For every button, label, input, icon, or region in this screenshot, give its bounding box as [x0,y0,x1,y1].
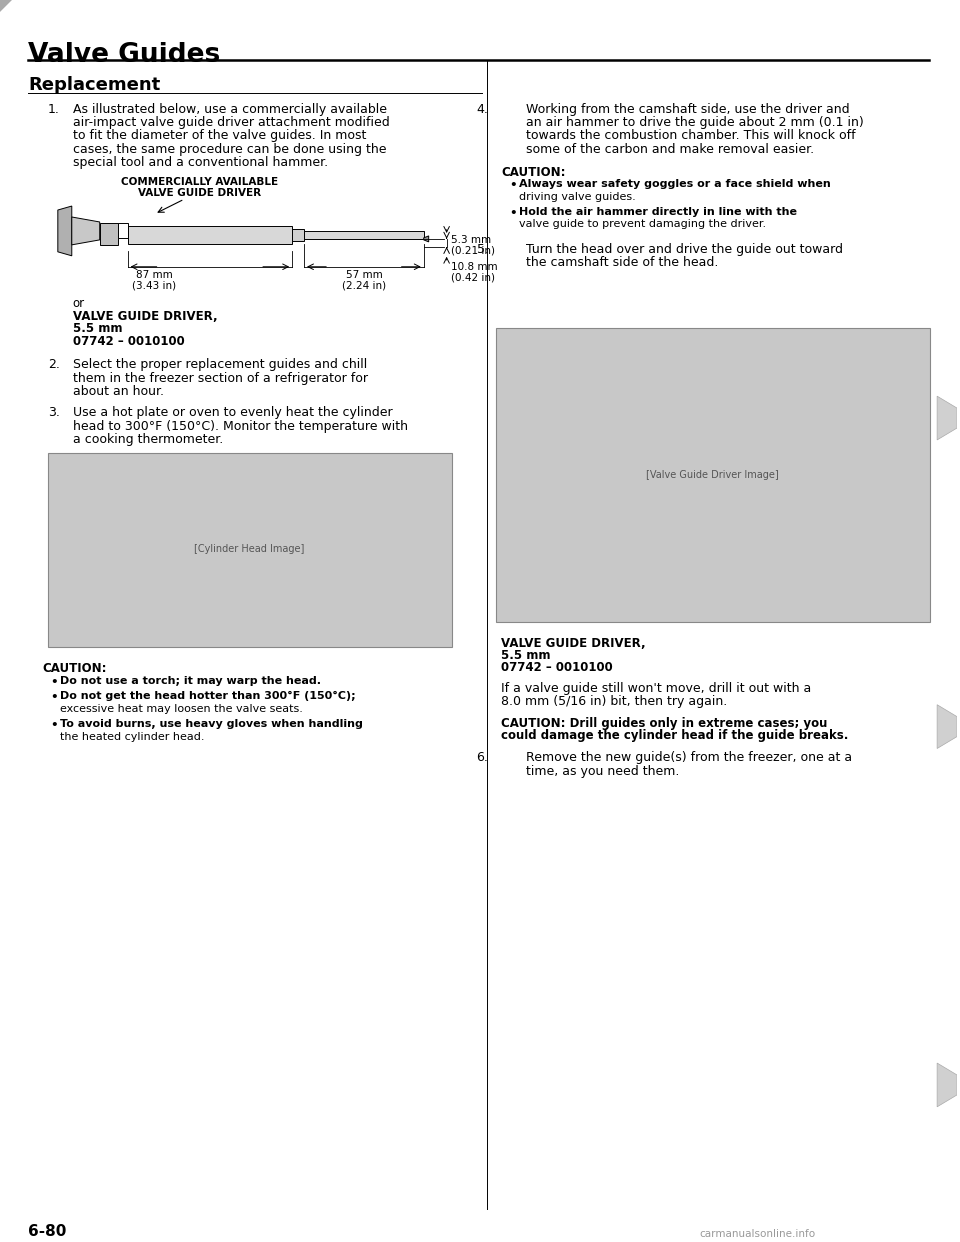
Text: Turn the head over and drive the guide out toward: Turn the head over and drive the guide o… [526,243,844,256]
Text: COMMERCIALLY AVAILABLE: COMMERCIALLY AVAILABLE [121,178,278,188]
Text: special tool and a conventional hammer.: special tool and a conventional hammer. [73,156,328,169]
Text: time, as you need them.: time, as you need them. [526,765,680,777]
Polygon shape [58,206,72,256]
Text: As illustrated below, use a commercially available: As illustrated below, use a commercially… [73,103,387,116]
Text: 6-80: 6-80 [28,1225,66,1240]
Text: the heated cylinder head.: the heated cylinder head. [60,732,204,741]
Text: 3.: 3. [48,406,60,419]
Bar [118,224,128,238]
Text: could damage the cylinder head if the guide breaks.: could damage the cylinder head if the gu… [501,729,849,743]
Text: driving valve guides.: driving valve guides. [519,191,636,201]
Text: air-impact valve guide driver attachment modified: air-impact valve guide driver attachment… [73,116,390,129]
Text: 87 mm: 87 mm [136,270,173,279]
Text: Do not use a torch; it may warp the head.: Do not use a torch; it may warp the head… [60,676,321,686]
Text: Remove the new guide(s) from the freezer, one at a: Remove the new guide(s) from the freezer… [526,751,852,765]
Text: (3.43 in): (3.43 in) [132,281,177,291]
Text: 5.3 mm: 5.3 mm [450,235,491,245]
Text: •: • [50,676,58,689]
Text: CAUTION:: CAUTION: [43,662,108,674]
Text: 07742 – 0010100: 07742 – 0010100 [501,661,613,674]
Text: •: • [510,179,517,193]
Text: 5.5 mm: 5.5 mm [73,323,122,335]
Text: Do not get the head hotter than 300°F (150°C);: Do not get the head hotter than 300°F (1… [60,692,355,702]
Text: 6.: 6. [476,751,489,765]
Text: some of the carbon and make removal easier.: some of the carbon and make removal easi… [526,143,814,155]
Text: 4.: 4. [476,103,489,116]
Text: the camshaft side of the head.: the camshaft side of the head. [526,256,719,270]
Text: 07742 – 0010100: 07742 – 0010100 [73,335,184,349]
Text: VALVE GUIDE DRIVER,: VALVE GUIDE DRIVER, [73,309,217,323]
Text: an air hammer to drive the guide about 2 mm (0.1 in): an air hammer to drive the guide about 2… [526,116,864,129]
Text: 5.: 5. [476,243,489,256]
Text: Working from the camshaft side, use the driver and: Working from the camshaft side, use the … [526,103,850,116]
FancyBboxPatch shape [48,453,451,647]
Text: Select the proper replacement guides and chill: Select the proper replacement guides and… [73,359,367,371]
Text: 10.8 mm: 10.8 mm [450,262,497,272]
Text: To avoid burns, use heavy gloves when handling: To avoid burns, use heavy gloves when ha… [60,719,363,729]
Text: carmanualsonline.info: carmanualsonline.info [700,1230,816,1240]
Bar [292,229,304,241]
Text: •: • [50,719,58,732]
Text: (0.21 in): (0.21 in) [450,246,494,256]
Polygon shape [72,217,100,245]
Text: Valve Guides: Valve Guides [28,42,220,68]
Text: towards the combustion chamber. This will knock off: towards the combustion chamber. This wil… [526,129,856,143]
Text: CAUTION: Drill guides only in extreme cases; you: CAUTION: Drill guides only in extreme ca… [501,717,828,729]
Text: (2.24 in): (2.24 in) [342,281,386,291]
Text: Replacement: Replacement [28,76,160,93]
Polygon shape [937,1063,957,1107]
Text: [Valve Guide Driver Image]: [Valve Guide Driver Image] [646,469,780,479]
Text: 2.: 2. [48,359,60,371]
Text: Always wear safety goggles or a face shield when: Always wear safety goggles or a face shi… [519,179,831,189]
Text: VALVE GUIDE DRIVER,: VALVE GUIDE DRIVER, [501,637,646,650]
Polygon shape [0,0,12,12]
Text: cases, the same procedure can be done using the: cases, the same procedure can be done us… [73,143,386,155]
Bar [304,231,423,238]
Text: •: • [510,207,517,220]
Polygon shape [423,236,429,242]
Text: them in the freezer section of a refrigerator for: them in the freezer section of a refrige… [73,371,368,385]
Text: 1.: 1. [48,103,60,116]
Polygon shape [937,704,957,749]
Text: excessive heat may loosen the valve seats.: excessive heat may loosen the valve seat… [60,704,302,714]
Text: 8.0 mm (5/16 in) bit, then try again.: 8.0 mm (5/16 in) bit, then try again. [501,696,728,708]
Text: 5.5 mm: 5.5 mm [501,650,551,662]
Text: to fit the diameter of the valve guides. In most: to fit the diameter of the valve guides.… [73,129,366,143]
Bar [100,224,118,245]
Text: If a valve guide still won't move, drill it out with a: If a valve guide still won't move, drill… [501,682,812,694]
Text: VALVE GUIDE DRIVER: VALVE GUIDE DRIVER [138,188,261,199]
Text: (0.42 in): (0.42 in) [450,273,494,283]
FancyBboxPatch shape [496,328,930,622]
Bar [128,226,292,243]
Text: head to 300°F (150°C). Monitor the temperature with: head to 300°F (150°C). Monitor the tempe… [73,420,408,432]
Text: CAUTION:: CAUTION: [501,166,566,179]
Text: [Cylinder Head Image]: [Cylinder Head Image] [194,544,304,554]
Text: a cooking thermometer.: a cooking thermometer. [73,433,223,446]
Text: •: • [50,692,58,704]
Text: Hold the air hammer directly in line with the: Hold the air hammer directly in line wit… [519,207,798,217]
Text: valve guide to prevent damaging the driver.: valve guide to prevent damaging the driv… [519,220,766,230]
Polygon shape [937,396,957,440]
Text: Use a hot plate or oven to evenly heat the cylinder: Use a hot plate or oven to evenly heat t… [73,406,393,419]
Text: or: or [73,297,84,309]
Text: about an hour.: about an hour. [73,385,164,399]
Text: 57 mm: 57 mm [346,270,382,279]
